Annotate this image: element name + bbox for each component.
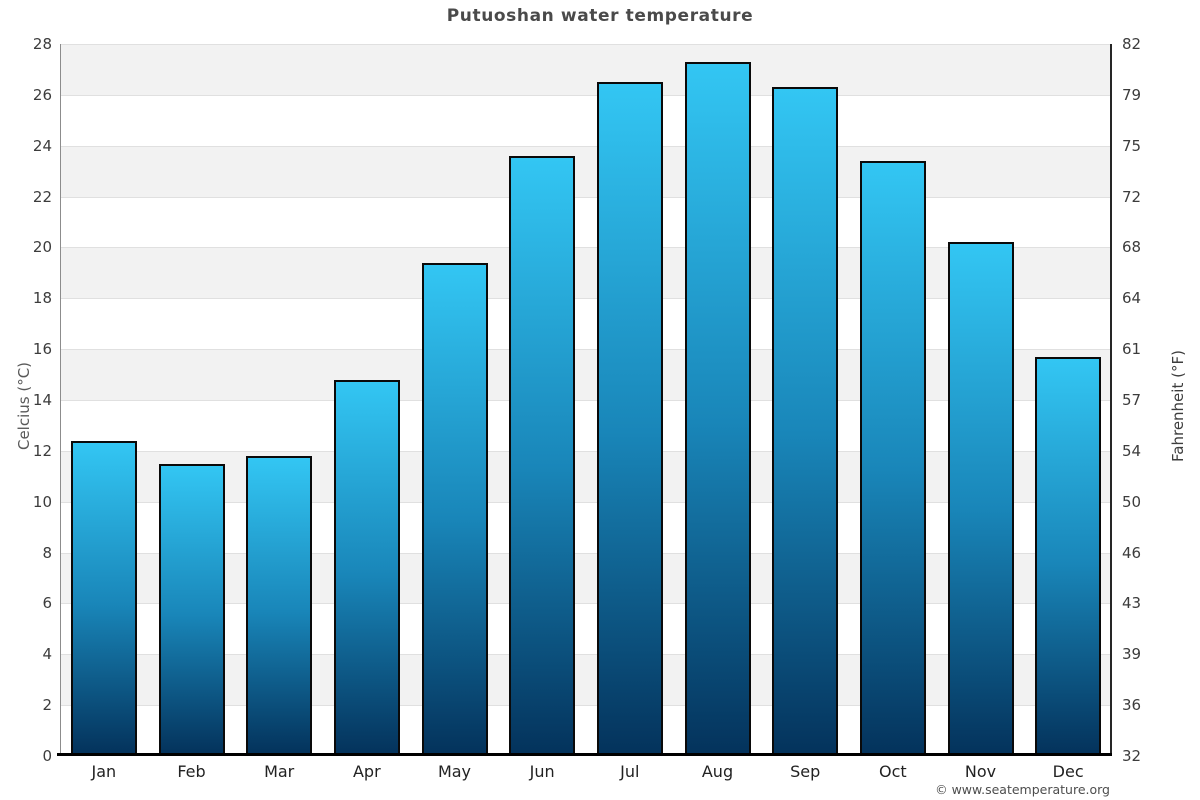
- month-label-apr: Apr: [352, 762, 381, 781]
- background-band: [60, 247, 1112, 299]
- bar-aug: [684, 61, 751, 753]
- bar-jun: [509, 155, 576, 753]
- tick-label-fahrenheit: 82: [1122, 35, 1142, 53]
- tick-label-celsius: 12: [32, 441, 52, 460]
- month-label-jul: Jul: [620, 762, 640, 781]
- tick-label-fahrenheit: 36: [1122, 696, 1142, 715]
- bar-oct: [859, 160, 926, 753]
- background-band: [60, 94, 1112, 146]
- gridline: [60, 349, 1112, 351]
- tick-label-fahrenheit: 68: [1122, 238, 1142, 257]
- gridline: [60, 501, 1112, 503]
- gridline: [60, 654, 1112, 656]
- bar-dec: [1035, 356, 1102, 753]
- month-label-may: May: [437, 762, 472, 781]
- gridline: [60, 603, 1112, 605]
- bar-jan: [70, 440, 137, 753]
- background-band: [60, 44, 1112, 95]
- y-axis-line-right: [1110, 44, 1112, 756]
- background-band: [60, 349, 1112, 400]
- month-label-dec: Dec: [1052, 762, 1084, 781]
- gridline: [60, 298, 1112, 300]
- tick-label-fahrenheit: 54: [1122, 441, 1142, 460]
- background-band: [60, 552, 1112, 604]
- month-label-nov: Nov: [964, 762, 997, 781]
- background-band: [60, 298, 1112, 350]
- month-label-feb: Feb: [177, 762, 206, 781]
- tick-label-celsius: 4: [42, 645, 52, 664]
- gridline: [60, 552, 1112, 554]
- copyright-text: © www.seatemperature.org: [935, 782, 1110, 797]
- x-axis-line: [57, 753, 1112, 756]
- bar-feb: [158, 463, 225, 753]
- bar-mar: [246, 455, 313, 753]
- y-axis-line-left: [60, 44, 61, 756]
- y-axis-label-fahrenheit: Fahrenheit (°F): [1169, 350, 1187, 462]
- background-band: [60, 145, 1112, 197]
- gridline: [60, 196, 1112, 198]
- background-band: [60, 705, 1112, 756]
- tick-label-celsius: 8: [42, 543, 52, 562]
- tick-label-fahrenheit: 32: [1122, 747, 1142, 765]
- background-band: [60, 654, 1112, 706]
- tick-label-fahrenheit: 75: [1122, 136, 1142, 155]
- bar-nov: [947, 242, 1014, 753]
- gridline: [60, 145, 1112, 147]
- bar-apr: [333, 379, 400, 753]
- month-label-aug: Aug: [701, 762, 734, 781]
- month-label-oct: Oct: [878, 762, 907, 781]
- tick-label-fahrenheit: 79: [1122, 85, 1142, 104]
- tick-label-celsius: 10: [32, 492, 52, 511]
- chart-title: Putuoshan water temperature: [446, 6, 754, 26]
- tick-label-celsius: 28: [32, 35, 52, 53]
- gridline: [60, 247, 1112, 249]
- background-band: [60, 501, 1112, 553]
- month-label-jan: Jan: [91, 762, 117, 781]
- bar-may: [421, 262, 488, 753]
- gridline: [60, 450, 1112, 452]
- bar-sep: [772, 87, 839, 753]
- tick-label-fahrenheit: 39: [1122, 645, 1142, 664]
- month-label-jun: Jun: [529, 762, 555, 781]
- tick-label-fahrenheit: 61: [1122, 340, 1142, 359]
- tick-label-fahrenheit: 43: [1122, 594, 1142, 613]
- background-band: [60, 603, 1112, 655]
- tick-label-celsius: 2: [42, 696, 52, 715]
- gridline: [60, 400, 1112, 401]
- tick-label-celsius: 24: [32, 136, 52, 155]
- tick-label-fahrenheit: 46: [1122, 543, 1142, 562]
- month-label-mar: Mar: [264, 762, 295, 781]
- background-band: [60, 400, 1112, 451]
- tick-label-fahrenheit: 50: [1122, 492, 1142, 511]
- month-label-sep: Sep: [790, 762, 821, 781]
- bar-jul: [596, 82, 663, 753]
- background-band: [60, 450, 1112, 502]
- tick-label-celsius: 20: [32, 238, 52, 257]
- tick-label-celsius: 6: [42, 594, 52, 613]
- tick-label-celsius: 18: [32, 289, 52, 308]
- y-axis-label-celsius: Celcius (°C): [15, 361, 33, 451]
- gridline: [60, 705, 1112, 707]
- tick-label-celsius: 0: [42, 747, 52, 765]
- tick-label-fahrenheit: 57: [1122, 391, 1142, 409]
- gridline: [60, 94, 1112, 96]
- tick-label-celsius: 22: [32, 187, 52, 206]
- tick-label-fahrenheit: 72: [1122, 187, 1142, 206]
- tick-label-celsius: 16: [32, 340, 52, 359]
- gridline: [60, 44, 1112, 45]
- tick-label-fahrenheit: 64: [1122, 289, 1142, 308]
- tick-label-celsius: 14: [32, 391, 52, 409]
- background-band: [60, 196, 1112, 248]
- tick-label-celsius: 26: [32, 85, 52, 104]
